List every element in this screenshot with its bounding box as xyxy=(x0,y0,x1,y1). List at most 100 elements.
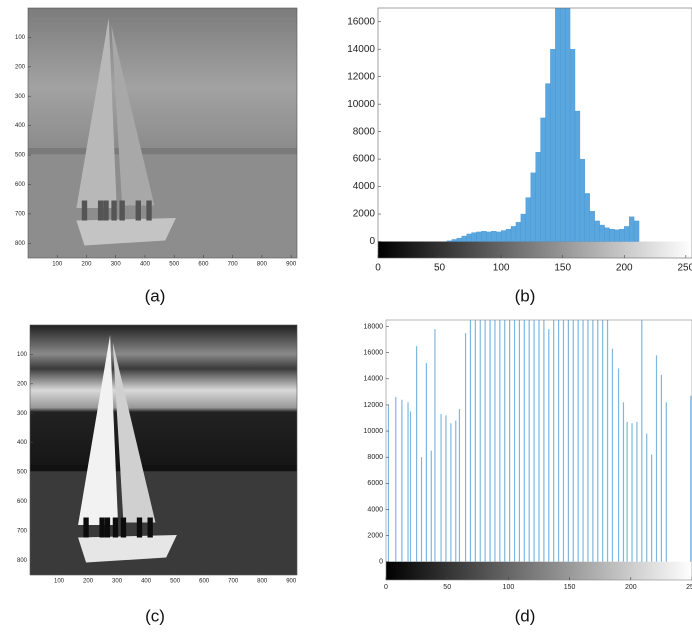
caption: (d) xyxy=(515,606,536,625)
x-tick-label: 0 xyxy=(375,263,381,274)
x-tick-label: 300 xyxy=(112,579,123,585)
bar xyxy=(594,220,600,242)
x-tick-label: 100 xyxy=(52,262,63,268)
x-tick-label: 700 xyxy=(228,262,239,268)
y-tick-label: 500 xyxy=(17,470,28,476)
gray-ramp xyxy=(378,241,692,258)
crew xyxy=(135,200,141,221)
bar xyxy=(530,172,536,242)
crew xyxy=(120,517,127,538)
bars xyxy=(387,320,692,562)
bar xyxy=(619,229,625,242)
bar xyxy=(579,158,586,242)
bar xyxy=(456,237,462,242)
crew xyxy=(136,517,143,538)
photo xyxy=(28,8,297,258)
y-tick-label: 800 xyxy=(15,241,26,247)
bar xyxy=(496,231,502,242)
bar xyxy=(565,8,571,242)
bar xyxy=(574,110,581,242)
crew xyxy=(104,517,111,538)
y-tick-label: 6000 xyxy=(367,480,383,487)
x-tick-label: 250 xyxy=(686,584,692,591)
y-tick-label: 4000 xyxy=(353,181,376,192)
bar xyxy=(466,233,472,242)
y-tick-label: 600 xyxy=(15,182,26,188)
y-tick-label: 0 xyxy=(379,559,383,566)
x-tick-label: 500 xyxy=(170,579,181,585)
bar xyxy=(525,197,531,242)
mainsail xyxy=(78,335,119,525)
y-tick-label: 200 xyxy=(15,64,26,70)
mainsail xyxy=(76,18,117,208)
panel: (a) 100 200 300 400 500 600 700 800 900 100 200 300 4… xyxy=(15,7,298,305)
bar xyxy=(500,230,507,242)
x-tick-label: 400 xyxy=(141,579,152,585)
y-tick-label: 18000 xyxy=(364,323,384,330)
y-tick-label: 700 xyxy=(17,528,28,534)
sky xyxy=(30,325,297,470)
y-tick-label: 800 xyxy=(17,558,28,564)
y-tick-label: 14000 xyxy=(347,44,375,55)
crew xyxy=(81,200,88,221)
panel: (c) 100 200 300 400 500 600 700 800 900 100 200 300 4… xyxy=(17,324,298,625)
bar xyxy=(560,8,566,242)
bar xyxy=(545,83,551,242)
caption: (b) xyxy=(515,286,536,305)
bars xyxy=(446,8,640,242)
bar xyxy=(476,231,482,242)
x-tick-label: 100 xyxy=(503,584,515,591)
bar xyxy=(550,49,556,242)
y-tick-label: 6000 xyxy=(353,154,376,165)
bar xyxy=(629,216,635,242)
bar xyxy=(486,231,492,242)
bar xyxy=(535,152,541,242)
y-tick-label: 300 xyxy=(15,94,26,100)
y-tick-label: 400 xyxy=(15,123,26,129)
y-tick-label: 8000 xyxy=(353,126,376,137)
bar xyxy=(505,229,512,242)
bar xyxy=(510,226,517,242)
crew xyxy=(147,517,153,538)
x-tick-label: 600 xyxy=(198,262,209,268)
jib xyxy=(112,342,156,523)
y-tick-label: 300 xyxy=(17,411,28,417)
x-tick-label: 200 xyxy=(616,263,633,274)
bar xyxy=(491,231,497,242)
bar xyxy=(604,227,610,242)
caption: (a) xyxy=(145,286,166,305)
y-tick-label: 700 xyxy=(15,211,26,217)
y-tick-label: 12000 xyxy=(364,402,384,409)
caption: (c) xyxy=(145,606,165,625)
x-tick-label: 800 xyxy=(257,262,268,268)
bar xyxy=(584,193,590,242)
y-tick-label: 2000 xyxy=(353,209,376,220)
bar xyxy=(446,240,453,242)
x-tick-label: 50 xyxy=(434,263,446,274)
panel: (d) 0 50 100 150 200 250 0 2000 4000 6000 8000 10000… xyxy=(364,319,692,625)
y-tick-label: 100 xyxy=(17,352,28,358)
crew xyxy=(97,200,104,221)
frame xyxy=(29,324,298,576)
hull xyxy=(78,535,177,563)
bar xyxy=(609,229,615,242)
crew xyxy=(99,517,105,538)
x-tick-label: 0 xyxy=(384,584,388,591)
y-tick-label: 2000 xyxy=(367,532,383,539)
frame xyxy=(377,7,692,259)
x-tick-label: 150 xyxy=(554,263,571,274)
x-tick-label: 700 xyxy=(228,579,239,585)
bar xyxy=(520,213,526,242)
bar xyxy=(555,8,561,242)
y-tick-label: 16000 xyxy=(364,350,384,357)
horizon xyxy=(30,465,297,472)
x-tick-label: 250 xyxy=(677,263,692,274)
y-tick-label: 200 xyxy=(17,381,28,387)
bar xyxy=(569,49,576,242)
y-tick-label: 4000 xyxy=(367,506,383,513)
water xyxy=(30,470,297,575)
bar xyxy=(624,226,630,242)
crew xyxy=(146,200,152,221)
x-tick-label: 600 xyxy=(199,579,210,585)
